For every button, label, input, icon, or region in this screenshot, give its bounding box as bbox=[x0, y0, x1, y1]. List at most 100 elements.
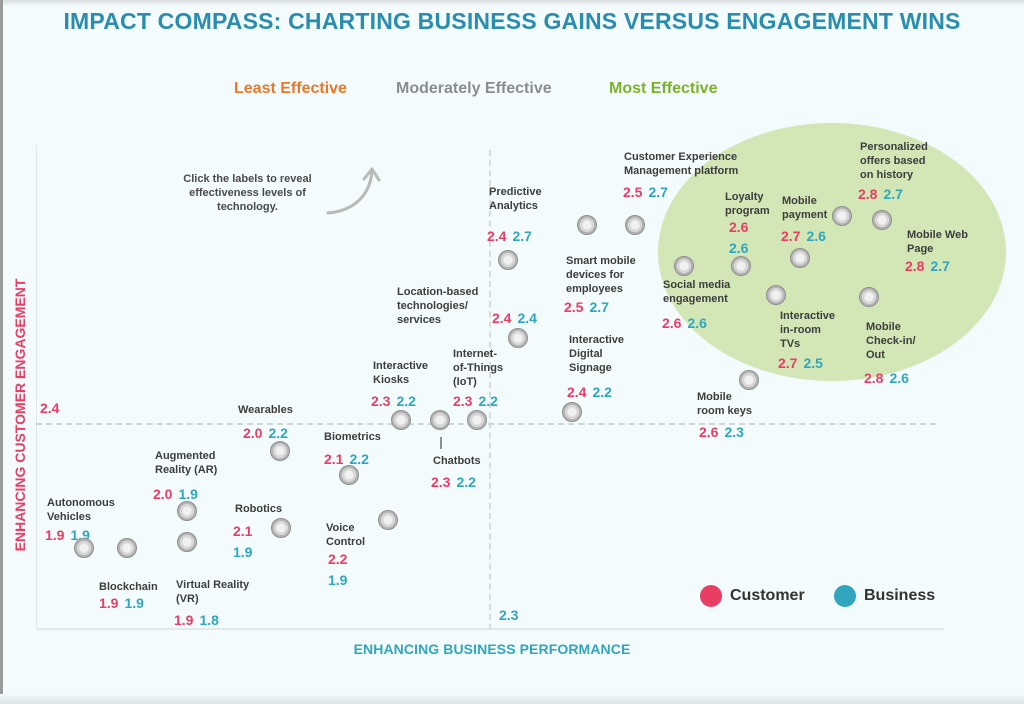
legend-label-customer: Customer bbox=[730, 587, 805, 604]
customer-value: 1.9 bbox=[99, 595, 119, 611]
point-mobile-check-in[interactable] bbox=[859, 287, 879, 307]
customer-swatch-icon bbox=[700, 585, 722, 607]
values-chatbots: 2.3 2.2 bbox=[431, 474, 476, 490]
point-cem-platform[interactable] bbox=[625, 215, 645, 235]
point-blockchain[interactable] bbox=[117, 538, 137, 558]
point-virtual-reality[interactable] bbox=[177, 532, 197, 552]
values-mobile-room-keys: 2.6 2.3 bbox=[699, 424, 744, 440]
business-value: 1.8 bbox=[199, 612, 219, 628]
point-augmented-reality[interactable] bbox=[177, 501, 197, 521]
filter-most-effective[interactable]: Most Effective bbox=[609, 80, 718, 97]
point-voice-control[interactable] bbox=[378, 510, 398, 530]
label-wearables[interactable]: Wearables bbox=[238, 404, 293, 416]
label-augmented-reality[interactable]: Augmented Reality (AR) bbox=[155, 450, 218, 476]
values-robotics: 2.1 1.9 bbox=[233, 521, 252, 563]
point-robotics[interactable] bbox=[271, 518, 291, 538]
point-wearables[interactable] bbox=[270, 441, 290, 461]
label-social-media[interactable]: Social media engagement bbox=[663, 279, 731, 305]
label-voice-control[interactable]: Voice Control bbox=[326, 522, 366, 548]
y-axis-label: ENHANCING CUSTOMER ENGAGEMENT bbox=[12, 278, 28, 552]
label-mobile-check-in[interactable]: Mobile Check-in/ Out bbox=[866, 321, 916, 361]
point-autonomous-vehicles[interactable] bbox=[74, 538, 94, 558]
point-smart-mobile-devices[interactable] bbox=[577, 215, 597, 235]
label-chatbots[interactable]: Chatbots bbox=[433, 455, 481, 467]
point-iot[interactable] bbox=[467, 410, 487, 430]
point-in-room-tvs[interactable] bbox=[766, 285, 786, 305]
values-location-based: 2.4 2.4 bbox=[492, 310, 537, 326]
customer-value: 2.6 bbox=[662, 315, 682, 331]
customer-value: 2.0 bbox=[243, 425, 263, 441]
customer-value: 2.1 bbox=[233, 523, 253, 539]
customer-value: 1.9 bbox=[45, 527, 65, 543]
effectiveness-filters: Least Effective Moderately Effective Mos… bbox=[0, 80, 1024, 102]
curved-arrow-icon bbox=[326, 167, 381, 215]
values-interactive-kiosks: 2.3 2.2 bbox=[371, 393, 416, 409]
values-smart-mobile-devices: 2.5 2.7 bbox=[564, 299, 609, 315]
business-value: 2.6 bbox=[687, 315, 707, 331]
label-mobile-payment[interactable]: Mobile payment bbox=[782, 195, 828, 221]
business-value: 1.9 bbox=[233, 544, 253, 560]
label-virtual-reality[interactable]: Virtual Reality (VR) bbox=[176, 579, 250, 605]
point-interactive-kiosks[interactable] bbox=[391, 410, 411, 430]
point-mobile-payment[interactable] bbox=[790, 248, 810, 268]
label-location-based[interactable]: Location-based technologies/ services bbox=[397, 286, 479, 326]
customer-value: 2.8 bbox=[864, 370, 884, 386]
business-value: 2.2 bbox=[396, 393, 416, 409]
label-predictive-analytics[interactable]: Predictive Analytics bbox=[489, 186, 542, 212]
filter-least-effective[interactable]: Least Effective bbox=[234, 80, 347, 97]
y-midline-value: 2.4 bbox=[40, 400, 60, 416]
customer-value: 2.8 bbox=[858, 186, 878, 202]
point-predictive-analytics[interactable] bbox=[498, 250, 518, 270]
label-blockchain[interactable]: Blockchain bbox=[99, 581, 158, 593]
label-iot[interactable]: Internet- of-Things (IoT) bbox=[453, 348, 504, 388]
business-value: 2.6 bbox=[889, 370, 909, 386]
label-robotics[interactable]: Robotics bbox=[235, 503, 283, 515]
business-value: 1.9 bbox=[178, 486, 198, 502]
label-personalized-offers[interactable]: Personalized offers based on history bbox=[860, 141, 928, 181]
x-midline-value: 2.3 bbox=[499, 607, 519, 623]
point-loyalty-program[interactable] bbox=[731, 256, 751, 276]
label-digital-signage[interactable]: Interactive Digital Signage bbox=[569, 334, 625, 374]
label-interactive-kiosks[interactable]: Interactive Kiosks bbox=[373, 360, 429, 386]
business-value: 2.2 bbox=[592, 384, 612, 400]
values-augmented-reality: 2.0 1.9 bbox=[153, 486, 198, 502]
customer-value: 2.4 bbox=[487, 228, 507, 244]
business-value: 2.2 bbox=[268, 425, 288, 441]
label-smart-mobile-devices[interactable]: Smart mobile devices for employees bbox=[566, 255, 636, 295]
customer-value: 2.4 bbox=[567, 384, 587, 400]
label-loyalty-program[interactable]: Loyalty program bbox=[725, 191, 770, 217]
values-predictive-analytics: 2.4 2.7 bbox=[487, 228, 532, 244]
point-biometrics[interactable] bbox=[339, 465, 359, 485]
filter-moderately-effective[interactable]: Moderately Effective bbox=[396, 80, 552, 97]
values-wearables: 2.0 2.2 bbox=[243, 425, 288, 441]
business-value: 2.6 bbox=[806, 228, 826, 244]
label-mobile-web-page[interactable]: Mobile Web Page bbox=[907, 229, 968, 255]
point-mobile-payment-alt[interactable] bbox=[832, 206, 852, 226]
values-in-room-tvs: 2.7 2.5 bbox=[778, 355, 823, 371]
point-location-based[interactable] bbox=[508, 328, 528, 348]
label-mobile-room-keys[interactable]: Mobile room keys bbox=[697, 391, 753, 417]
business-value: 2.2 bbox=[456, 474, 476, 490]
window-bottom-edge bbox=[0, 694, 1024, 704]
label-in-room-tvs[interactable]: Interactive in-room TVs bbox=[780, 310, 836, 350]
business-value: 2.4 bbox=[517, 310, 537, 326]
performance-midline bbox=[489, 150, 491, 630]
instruction-text: Click the labels to reveal effectiveness… bbox=[183, 173, 312, 213]
point-personalized-offers[interactable] bbox=[872, 210, 892, 230]
point-digital-signage[interactable] bbox=[562, 402, 582, 422]
point-social-media[interactable] bbox=[674, 256, 694, 276]
values-voice-control: 2.2 1.9 bbox=[328, 549, 347, 591]
values-virtual-reality: 1.9 1.8 bbox=[174, 612, 219, 628]
point-mobile-room-keys[interactable] bbox=[739, 370, 759, 390]
chart-title: IMPACT COMPASS: CHARTING BUSINESS GAINS … bbox=[63, 8, 961, 34]
customer-value: 2.8 bbox=[905, 258, 925, 274]
customer-value: 2.0 bbox=[153, 486, 173, 502]
business-value: 2.7 bbox=[589, 299, 609, 315]
label-biometrics[interactable]: Biometrics bbox=[324, 431, 381, 443]
customer-value: 2.2 bbox=[328, 551, 348, 567]
label-cem-platform[interactable]: Customer Experience Management platform bbox=[624, 151, 739, 177]
business-value: 1.9 bbox=[124, 595, 144, 611]
label-autonomous-vehicles[interactable]: Autonomous Vehicles bbox=[47, 497, 115, 523]
point-chatbots[interactable] bbox=[430, 410, 450, 430]
business-value: 2.2 bbox=[349, 451, 369, 467]
